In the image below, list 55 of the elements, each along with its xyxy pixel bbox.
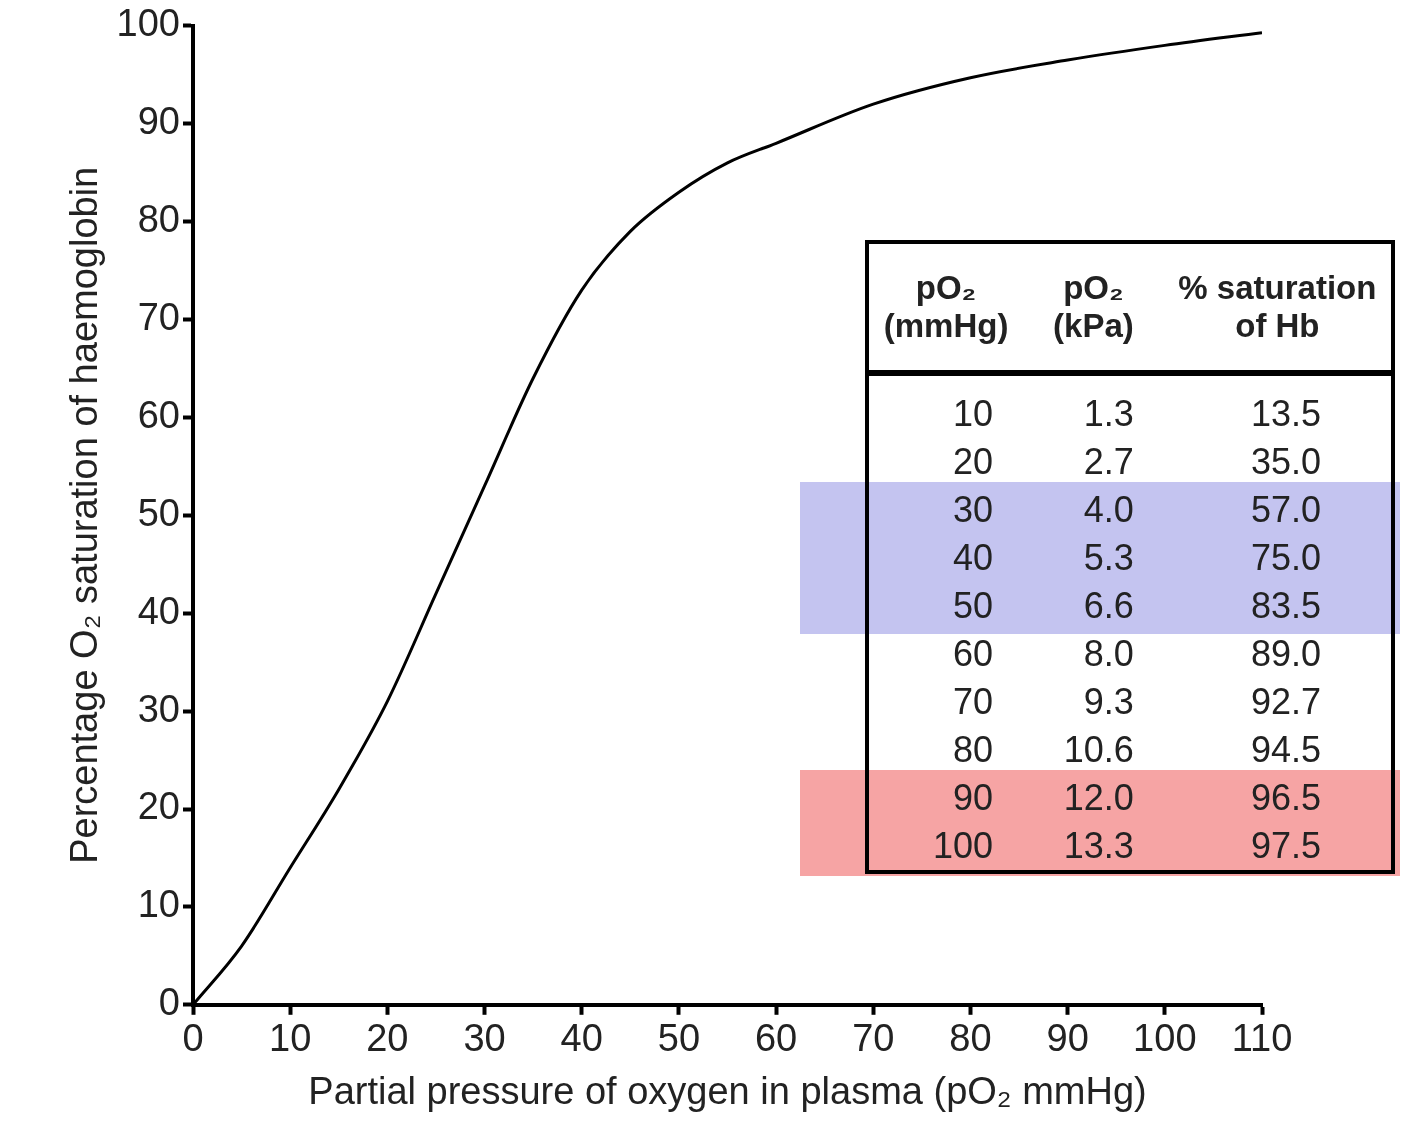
data-label: 9.3 [1082, 680, 1135, 724]
data-label: 5.3 [1082, 536, 1135, 580]
data-label: 10.6 [1062, 728, 1135, 772]
y-tick-label: 100 [116, 2, 180, 45]
x-tick-label: 50 [657, 1017, 701, 1060]
y-tick-label: 80 [137, 198, 180, 241]
y-tick-label: 10 [137, 883, 180, 926]
x-tick-label: 40 [560, 1017, 603, 1060]
x-tick-label: 10 [269, 1017, 312, 1060]
data-label: 2.7 [1082, 440, 1135, 484]
y-tick-label: 50 [952, 584, 995, 628]
y-tick-label: 30 [952, 488, 995, 532]
y-tick-label: 30 [137, 687, 180, 730]
y-axis-title: pO₂ (mmHg) [867, 242, 1024, 373]
data-label: 6.6 [1082, 584, 1135, 628]
x-axis-title: Partial pressure of oxygen in plasma (pO₂ mmHg) [308, 1069, 1147, 1112]
x-tick-label: 60 [754, 1017, 798, 1060]
y-tick-label: 90 [137, 100, 180, 143]
x-tick-label: 110 [1231, 1017, 1293, 1060]
x-tick-label: 90 [1046, 1017, 1089, 1060]
data-label: 89.0 [1249, 632, 1322, 676]
y-tick-label: 40 [137, 589, 180, 632]
data-label: 75.0 [1249, 536, 1322, 580]
y-tick-label: 80 [952, 728, 995, 772]
data-label: 92.7 [1249, 680, 1322, 724]
x-tick-label: % saturation of Hb [1163, 242, 1393, 373]
y-tick-label: 20 [137, 785, 180, 828]
data-label: 13.5 [1249, 392, 1322, 436]
y-tick-label: 100 [932, 824, 995, 868]
data-label: 57.0 [1249, 488, 1322, 532]
y-tick-label: 60 [137, 393, 180, 436]
y-tick-label: 0 [158, 981, 180, 1024]
x-tick-label: 30 [463, 1017, 506, 1060]
data-label: 12.0 [1062, 776, 1135, 820]
x-tick-label: 70 [852, 1017, 895, 1060]
y-tick-label: 60 [952, 632, 995, 676]
data-label: 97.5 [1249, 824, 1322, 868]
data-label: 96.5 [1249, 776, 1322, 820]
y-tick-label: 90 [952, 776, 995, 820]
x-tick-label: pO₂ (kPa) [1023, 242, 1164, 373]
data-label: 35.0 [1249, 440, 1322, 484]
data-label: 94.5 [1249, 728, 1322, 772]
y-axis-title: Percentage O₂ saturation of haemoglobin [63, 166, 106, 864]
y-tick-label: 20 [952, 440, 995, 484]
y-tick-label: 50 [137, 491, 180, 534]
y-tick-label: 10 [952, 392, 995, 436]
y-tick-label: 70 [952, 680, 995, 724]
data-label: 13.3 [1062, 824, 1135, 868]
data-label: 8.0 [1082, 632, 1135, 676]
x-tick-label: 20 [366, 1017, 409, 1060]
data-label: 1.3 [1082, 392, 1135, 436]
y-tick-label: 40 [952, 536, 995, 580]
data-label: 83.5 [1249, 584, 1322, 628]
data-label: 4.0 [1082, 488, 1135, 532]
x-tick-label: 100 [1133, 1017, 1197, 1060]
